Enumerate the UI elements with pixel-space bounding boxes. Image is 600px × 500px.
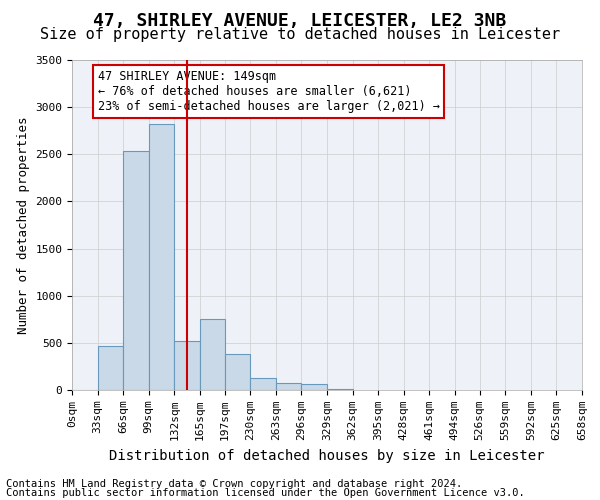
- Bar: [200, 320, 226, 390]
- Text: 47 SHIRLEY AVENUE: 149sqm
← 76% of detached houses are smaller (6,621)
23% of se: 47 SHIRLEY AVENUE: 149sqm ← 76% of detac…: [97, 70, 439, 113]
- Y-axis label: Number of detached properties: Number of detached properties: [17, 116, 30, 334]
- Bar: [250, 378, 276, 390]
- Bar: [123, 152, 149, 390]
- Bar: [149, 124, 175, 390]
- Text: Size of property relative to detached houses in Leicester: Size of property relative to detached ho…: [40, 28, 560, 42]
- Bar: [224, 354, 250, 390]
- Text: Contains public sector information licensed under the Open Government Licence v3: Contains public sector information licen…: [6, 488, 525, 498]
- Bar: [276, 384, 301, 390]
- Bar: [98, 346, 123, 390]
- Bar: [327, 389, 353, 390]
- X-axis label: Distribution of detached houses by size in Leicester: Distribution of detached houses by size …: [109, 448, 545, 462]
- Bar: [175, 341, 200, 390]
- Text: 47, SHIRLEY AVENUE, LEICESTER, LE2 3NB: 47, SHIRLEY AVENUE, LEICESTER, LE2 3NB: [94, 12, 506, 30]
- Bar: [301, 384, 327, 390]
- Text: Contains HM Land Registry data © Crown copyright and database right 2024.: Contains HM Land Registry data © Crown c…: [6, 479, 462, 489]
